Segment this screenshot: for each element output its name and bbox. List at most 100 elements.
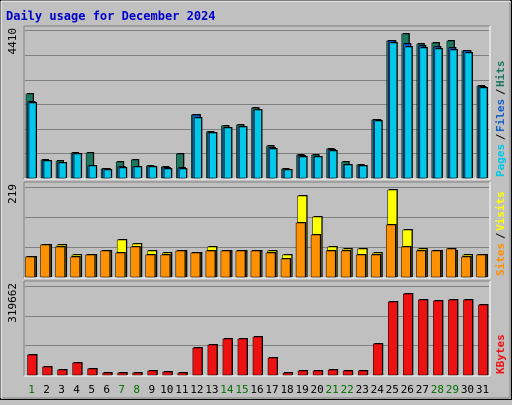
y-max-label-visitors: 219	[6, 184, 19, 204]
bar-sites-day-16	[250, 250, 261, 278]
y-max-label-requests: 4410	[6, 28, 19, 55]
x-label-day-8: 8	[133, 383, 140, 396]
bar-pages-day-4	[73, 153, 82, 179]
bar-kbytes-day-4	[72, 362, 82, 376]
panel-visitors: 219 Sites /Visits	[6, 181, 507, 279]
bar-sites-day-6	[100, 250, 110, 278]
chart-title: Daily usage for December 2024	[6, 9, 216, 23]
panel-kbytes: 319662 KBytes	[6, 280, 507, 377]
bar-pages-day-12	[194, 117, 202, 179]
bar-kbytes-day-1	[27, 354, 37, 376]
bar-kbytes-day-12	[192, 347, 203, 376]
bar-sites-day-21	[325, 250, 336, 278]
x-label-day-25: 25	[386, 383, 399, 396]
bar-pages-day-16	[254, 109, 262, 179]
bar-pages-day-10	[164, 168, 172, 179]
bar-kbytes-day-22	[342, 370, 353, 376]
bar-sites-day-17	[265, 252, 276, 278]
bar-pages-day-24	[374, 120, 382, 179]
x-label-day-16: 16	[250, 383, 263, 396]
x-label-day-12: 12	[190, 383, 203, 396]
bar-pages-day-3	[58, 162, 67, 179]
bar-kbytes-day-11	[177, 372, 188, 376]
bar-pages-day-27	[419, 47, 428, 179]
bar-pages-day-18	[284, 169, 292, 179]
x-label-day-2: 2	[43, 383, 50, 396]
bar-kbytes-day-9	[147, 370, 158, 376]
bar-kbytes-day-31	[478, 304, 488, 376]
bar-kbytes-day-27	[418, 299, 428, 376]
bar-kbytes-day-23	[357, 370, 368, 376]
bar-kbytes-day-25	[388, 301, 398, 376]
bar-sites-day-8	[130, 246, 140, 278]
bar-sites-day-15	[235, 250, 246, 278]
x-label-day-24: 24	[371, 383, 385, 396]
bar-sites-day-29	[446, 248, 456, 278]
x-label-day-11: 11	[175, 383, 188, 396]
bar-pages-day-17	[269, 148, 277, 179]
bar-sites-day-13	[205, 250, 216, 278]
bar-sites-day-26	[401, 246, 411, 278]
bar-pages-day-26	[404, 46, 413, 179]
legend-kbytes: KBytes	[494, 334, 507, 374]
x-label-day-27: 27	[416, 383, 429, 396]
x-label-day-28: 28	[431, 383, 444, 396]
x-label-day-19: 19	[295, 383, 308, 396]
bar-sites-day-22	[340, 250, 351, 278]
bar-pages-day-31	[479, 87, 488, 179]
x-label-day-22: 22	[341, 383, 354, 396]
bar-pages-day-15	[239, 126, 247, 179]
bar-kbytes-day-29	[448, 299, 458, 376]
bar-kbytes-day-2	[42, 366, 52, 376]
x-label-day-26: 26	[401, 383, 414, 396]
legend-item-files: Files	[494, 99, 507, 132]
legend-item-hits: Hits	[494, 61, 507, 88]
bar-kbytes-day-10	[162, 371, 173, 376]
chart-panels: 4410Pages/Files/Hits219Sites/Visits31966…	[6, 25, 507, 377]
legend-visitors: Sites /Visits	[494, 191, 507, 276]
x-label-day-1: 1	[28, 383, 35, 396]
bar-pages-day-21	[329, 150, 337, 179]
x-label-day-29: 29	[446, 383, 459, 396]
x-label-day-18: 18	[280, 383, 293, 396]
bar-kbytes-day-17	[267, 357, 278, 376]
bar-kbytes-day-30	[463, 299, 473, 376]
bar-kbytes-day-18	[282, 372, 293, 376]
bar-sites-day-3	[55, 246, 65, 278]
bar-pages-day-1	[28, 102, 37, 179]
bar-pages-day-6	[103, 169, 112, 179]
bar-sites-day-20	[310, 234, 321, 278]
bar-sites-day-11	[175, 250, 186, 278]
x-label-day-31: 31	[476, 383, 489, 396]
bar-pages-day-20	[314, 156, 322, 179]
x-label-day-23: 23	[356, 383, 369, 396]
bar-sites-day-27	[416, 250, 426, 278]
bar-sites-day-1	[25, 256, 35, 278]
bar-sites-day-4	[70, 256, 80, 278]
x-axis-labels: 1 2 3 4 5 6 7 8 9 10 11 12 13 14 15 16 17 18 19 20 21 22 23 24 2…	[28, 383, 489, 396]
bar-kbytes-day-5	[87, 368, 97, 376]
bar-sites-day-31	[476, 254, 486, 278]
bar-sites-day-28	[431, 250, 441, 278]
x-label-day-6: 6	[103, 383, 110, 396]
legend-item-sites: Sites	[494, 243, 507, 276]
bar-kbytes-day-8	[132, 372, 142, 376]
x-label-day-13: 13	[205, 383, 218, 396]
bar-pages-day-30	[464, 52, 473, 179]
legend-separator: /	[494, 88, 507, 95]
bar-sites-day-23	[355, 254, 366, 278]
bar-sites-day-24	[370, 254, 381, 278]
bar-kbytes-day-13	[207, 344, 218, 376]
bar-kbytes-day-20	[312, 370, 323, 376]
bar-sites-day-18	[280, 258, 291, 278]
bar-kbytes-day-21	[327, 369, 338, 376]
bar-pages-day-22	[344, 164, 352, 179]
bar-kbytes-day-28	[433, 300, 443, 376]
x-label-day-14: 14	[220, 383, 234, 396]
bar-kbytes-day-26	[403, 293, 413, 376]
bar-sites-day-30	[461, 256, 471, 278]
x-label-day-17: 17	[265, 383, 278, 396]
bar-sites-day-5	[85, 254, 95, 278]
